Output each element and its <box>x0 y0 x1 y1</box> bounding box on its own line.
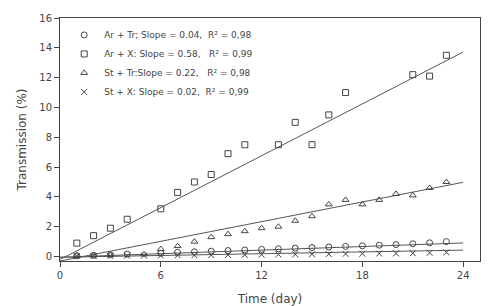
svg-text:14: 14 <box>39 42 52 53</box>
svg-text:18: 18 <box>356 270 369 281</box>
svg-text:0: 0 <box>46 251 52 262</box>
svg-text:St + X: Slope = 0.02, R² = 0,: St + X: Slope = 0.02, R² = 0,99 <box>104 87 249 97</box>
svg-text:10: 10 <box>39 102 52 113</box>
svg-text:4: 4 <box>46 191 52 202</box>
svg-text:16: 16 <box>39 13 52 24</box>
svg-text:Ar + Tr; Slope = 0.04, R² = 0: Ar + Tr; Slope = 0.04, R² = 0,98 <box>104 30 251 40</box>
svg-text:0: 0 <box>57 270 63 281</box>
svg-text:8: 8 <box>46 132 52 143</box>
svg-text:12: 12 <box>39 72 52 83</box>
svg-text:2: 2 <box>46 221 52 232</box>
svg-text:6: 6 <box>158 270 164 281</box>
svg-text:Time (day): Time (day) <box>237 292 303 306</box>
svg-text:12: 12 <box>255 270 268 281</box>
svg-text:Transmission (%): Transmission (%) <box>15 88 29 191</box>
svg-text:St + Tr:Slope = 0.22, R² = 0: St + Tr:Slope = 0.22, R² = 0,98 <box>104 68 250 78</box>
svg-text:24: 24 <box>457 270 470 281</box>
svg-text:Ar + X: Slope = 0.58, R² = 0: Ar + X: Slope = 0.58, R² = 0,99 <box>104 49 252 59</box>
svg-text:6: 6 <box>46 162 52 173</box>
